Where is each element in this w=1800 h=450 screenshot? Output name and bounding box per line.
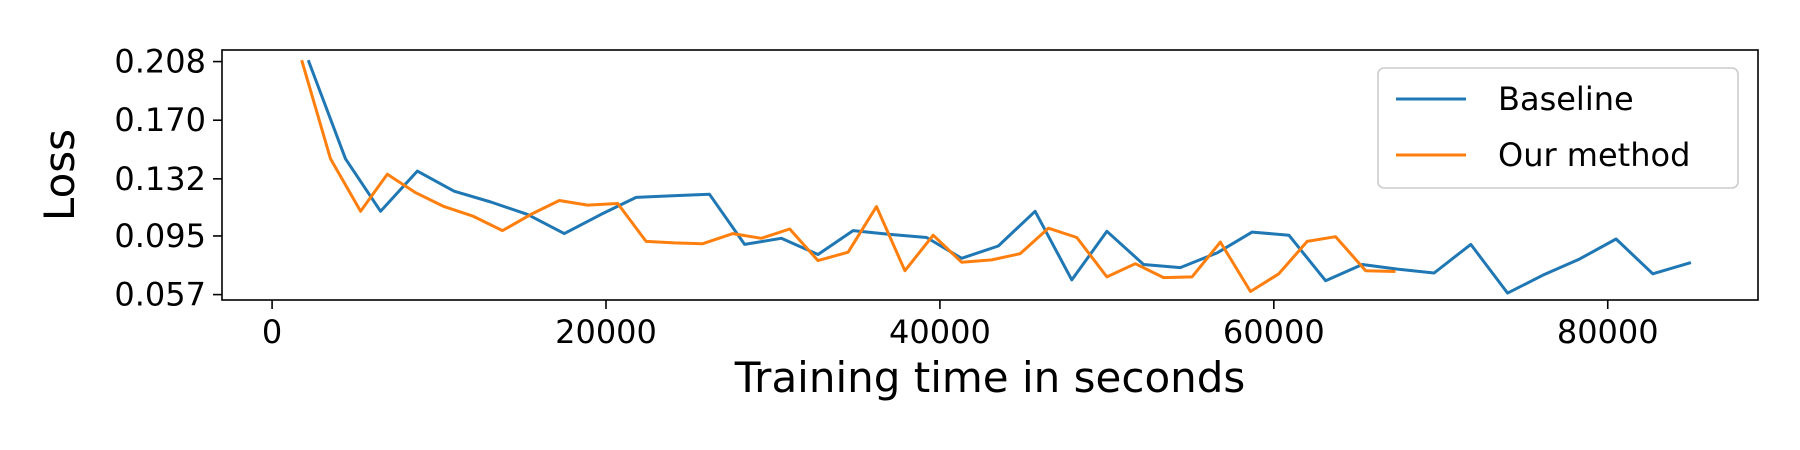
y-tick-label: 0.095 [114,217,206,255]
x-tick-label: 20000 [555,313,657,351]
x-tick-label: 0 [262,313,282,351]
x-axis-label: Training time in seconds [734,353,1246,402]
legend-box [1377,67,1739,189]
y-axis-label: Loss [35,129,84,221]
legend-label-our-method: Our method [1498,136,1690,174]
plot-frame [221,49,1759,301]
series-line-our-method [300,59,1396,293]
series-line-baseline [306,59,1692,295]
x-tick-label: 60000 [1223,313,1325,351]
y-tick-label: 0.132 [114,160,206,198]
y-tick-label: 0.057 [114,276,206,314]
x-tick-label: 80000 [1557,313,1659,351]
x-tick-label: 40000 [889,313,991,351]
y-tick-label: 0.170 [114,101,206,139]
legend-label-baseline: Baseline [1498,80,1634,118]
y-tick-label: 0.208 [114,43,206,81]
